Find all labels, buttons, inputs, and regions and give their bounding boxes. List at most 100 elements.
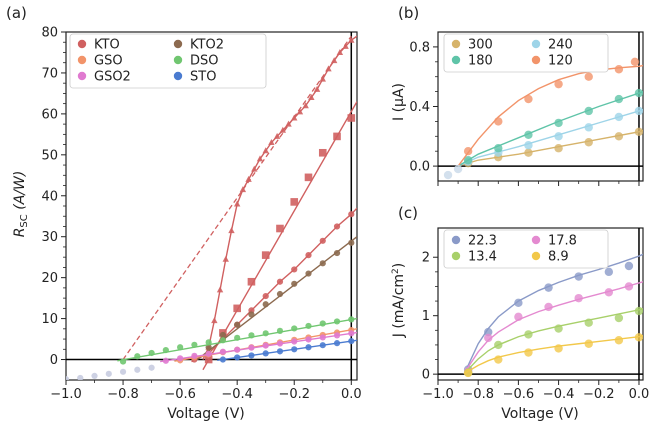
180-series-point <box>524 130 533 140</box>
y-tick-label: 2 <box>422 251 430 266</box>
KTO-series-point <box>261 251 270 259</box>
STO-series-point <box>319 342 326 349</box>
GSO2-series-point <box>276 340 284 347</box>
KTO-series-point <box>216 286 224 293</box>
KTO-series-point <box>304 173 313 182</box>
KTO2-series-point <box>219 331 227 339</box>
legend-label: GSO2 <box>94 70 131 85</box>
120-series-point <box>584 72 593 81</box>
legend-label: KTO2 <box>190 38 224 53</box>
KTO-series-point <box>262 147 269 154</box>
dashed-reference-line <box>122 35 352 360</box>
legend-label: KTO <box>94 38 120 53</box>
x-tick-label: −1.0 <box>422 387 454 402</box>
17.8-series-point <box>574 293 583 303</box>
KTO-series-point <box>233 200 241 207</box>
x-tick-label: −0.4 <box>543 387 575 402</box>
8.9-series-point <box>554 344 563 353</box>
DSO-series-point <box>276 327 284 334</box>
DSO-series-point <box>148 349 155 357</box>
legend-label: 22.3 <box>468 234 497 249</box>
background-series-point <box>91 372 98 380</box>
legend: 300 240 180 120 <box>443 33 609 73</box>
22.3-series-point <box>514 298 523 308</box>
GSO2-series-point <box>191 352 198 359</box>
GSO2-series-point <box>177 355 184 362</box>
KTO-series-point <box>211 317 218 324</box>
y-tick-label: 0.4 <box>409 100 430 115</box>
plot-area <box>443 57 643 180</box>
GSO2-series-point <box>219 348 227 355</box>
180-series-point <box>584 106 593 116</box>
x-tick-label: −0.2 <box>278 387 310 402</box>
legend-marker <box>173 39 183 49</box>
plot-area <box>66 35 357 380</box>
17.8-series-point <box>544 302 553 312</box>
x-tick-label: 0.0 <box>341 387 362 402</box>
300-series-point <box>634 127 643 137</box>
background-series-point <box>443 170 453 180</box>
KTO-series-fit-line <box>191 207 357 363</box>
GSO2-series-point <box>291 338 298 345</box>
legend-label: 240 <box>548 38 573 53</box>
x-tick-label: −0.6 <box>164 387 196 402</box>
17.8-series-point <box>514 312 523 322</box>
8.9-series-point <box>614 336 624 345</box>
180-series-point <box>614 94 624 104</box>
background-series-point <box>453 164 463 174</box>
240-series-point <box>614 112 624 122</box>
180-series-point <box>634 88 643 98</box>
DSO-series-point <box>191 341 198 348</box>
panel-a-xlabel: Voltage (V) <box>167 406 244 422</box>
GSO2-series-point <box>205 350 212 357</box>
KTO-series-point <box>290 198 299 206</box>
KTO-series-point <box>291 266 298 273</box>
GSO2-series-point <box>319 334 326 341</box>
STO-series-point <box>219 356 227 363</box>
GSO2-series-fit-line <box>160 331 357 363</box>
panel-a-ylabel: RSC (A/W) <box>12 171 30 238</box>
KTO-series-point <box>256 155 264 162</box>
120-series-point <box>524 94 533 104</box>
y-tick-label: 1 <box>422 309 430 324</box>
legend-box <box>69 33 267 89</box>
DSO-series-point <box>348 316 355 323</box>
DSO-series-point <box>205 339 212 346</box>
13.4-series-point <box>634 306 643 316</box>
KTO-series-point <box>276 224 284 233</box>
120-series-point <box>630 57 640 66</box>
22.3-series-point <box>624 261 634 271</box>
GSO2-series-point <box>248 344 255 351</box>
legend-label: 120 <box>548 54 573 69</box>
GSO2-series-point <box>234 346 241 353</box>
legend-marker <box>173 71 183 81</box>
KTO2-series-point <box>348 239 355 246</box>
x-tick-label: −0.4 <box>221 387 253 402</box>
y-tick-label: 0 <box>422 368 430 383</box>
legend-marker <box>531 251 541 261</box>
ylabel-c-sup: 2 <box>391 268 401 274</box>
y-tick-label: 50 <box>41 148 58 163</box>
panel-c-xlabel: Voltage (V) <box>501 406 578 422</box>
DSO-series-point <box>305 322 312 330</box>
KTO-series-point <box>313 85 321 92</box>
y-tick-label: 0.0 <box>409 160 430 175</box>
legend-marker <box>451 39 461 49</box>
KTO-series-fit-line <box>202 35 357 360</box>
DSO-series-point <box>248 332 255 339</box>
legend-marker <box>77 71 87 81</box>
legend-label: 180 <box>468 54 493 69</box>
legend-marker <box>451 235 461 245</box>
13.4-series-point <box>554 324 563 333</box>
panel-b-plot: 0.0 0.4 0.8 300 240 180 120 <box>409 31 644 186</box>
DSO-series-point <box>219 337 227 344</box>
STO-series-point <box>248 352 255 359</box>
8.9-series-point <box>494 355 503 364</box>
KTO2-series-point <box>319 260 326 267</box>
legend-label: 8.9 <box>548 250 569 265</box>
KTO-series-point <box>319 75 326 82</box>
DSO-series-point <box>319 320 326 327</box>
13.4-series-point <box>494 340 503 350</box>
KTO2-series-point <box>234 321 241 328</box>
